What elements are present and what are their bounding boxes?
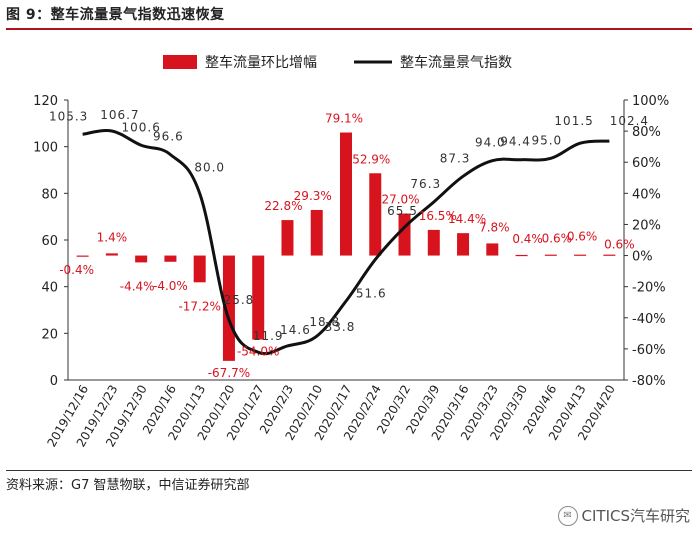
x-tick-labels: 2019/12/162019/12/232019/12/302020/1/620… bbox=[45, 382, 618, 449]
bar-data-label: 14.4% bbox=[448, 212, 486, 226]
line-data-label: 14.6 bbox=[280, 323, 311, 337]
line-data-label: 102.4 bbox=[610, 114, 649, 128]
bar bbox=[310, 209, 323, 256]
line-data-label: 18.8 bbox=[309, 315, 340, 329]
watermark: ✉ CITICS汽车研究 bbox=[557, 505, 690, 526]
bar bbox=[164, 255, 177, 262]
bar bbox=[574, 254, 587, 256]
bar-series bbox=[76, 132, 616, 361]
right-axis-tick-label: -20% bbox=[632, 281, 666, 296]
bar-data-label: 22.8% bbox=[264, 199, 302, 213]
line-data-label: 105.3 bbox=[49, 109, 88, 123]
bar-data-label: 0.6% bbox=[567, 230, 598, 244]
right-axis-tick-label: 40% bbox=[632, 187, 661, 202]
line-series bbox=[82, 129, 610, 356]
right-axis-tick-label: 100% bbox=[632, 94, 669, 109]
bar-data-label: 16.5% bbox=[419, 209, 457, 223]
line-data-label: 94.4 bbox=[500, 135, 531, 149]
line-data-label: 94.0 bbox=[475, 136, 506, 150]
footer-rule bbox=[6, 470, 692, 471]
line-data-label: 25.8 bbox=[224, 293, 255, 307]
bar bbox=[544, 254, 557, 256]
line-data-label: 96.6 bbox=[153, 130, 184, 144]
bar bbox=[76, 255, 89, 257]
bar bbox=[603, 254, 616, 256]
left-axis-tick-label: 120 bbox=[33, 94, 58, 109]
combo-chart: 整车流量环比增幅 整车流量景气指数 0 20 40 60 80 100 120 -80% -60%… bbox=[33, 54, 669, 449]
left-axis-tick-label: 0 bbox=[50, 374, 58, 389]
bar-data-label: -0.4% bbox=[59, 263, 94, 277]
right-axis-tick-label: -60% bbox=[632, 343, 666, 358]
bar-data-label: 27.0% bbox=[381, 193, 419, 207]
bar bbox=[281, 220, 294, 256]
left-axis-tick-label: 80 bbox=[41, 187, 58, 202]
source-note: 资料来源：G7 智慧物联，中信证券研究部 bbox=[6, 478, 250, 493]
bar bbox=[398, 213, 411, 256]
bar bbox=[369, 173, 382, 256]
bar-data-label: 0.4% bbox=[512, 232, 543, 246]
line-data-label: 51.6 bbox=[356, 287, 387, 301]
line-data-label: 87.3 bbox=[440, 151, 471, 165]
left-axis-tick-label: 100 bbox=[33, 141, 58, 156]
right-axis-tick-label: 60% bbox=[632, 156, 661, 171]
wechat-icon: ✉ bbox=[557, 505, 578, 526]
line-data-label: 65.5 bbox=[387, 204, 418, 218]
legend-bar-label: 整车流量环比增幅 bbox=[205, 54, 317, 71]
line-data-label: 100.6 bbox=[121, 120, 160, 134]
bar-data-label: -4.4% bbox=[120, 279, 155, 293]
bar-data-label: -17.2% bbox=[178, 299, 220, 313]
legend-line-label: 整车流量景气指数 bbox=[400, 54, 512, 71]
bar bbox=[222, 255, 235, 361]
bar bbox=[427, 229, 440, 256]
line-data-label: 76.3 bbox=[410, 177, 441, 191]
bar-data-label: 29.3% bbox=[294, 189, 332, 203]
bar bbox=[486, 243, 499, 256]
watermark-text: CITICS汽车研究 bbox=[581, 507, 690, 525]
bar bbox=[515, 254, 528, 257]
bar-data-label: 0.6% bbox=[604, 238, 635, 252]
line-data-label: 33.8 bbox=[325, 320, 356, 334]
bar bbox=[252, 255, 265, 340]
left-axis-tick-label: 20 bbox=[41, 327, 58, 342]
bar bbox=[193, 255, 206, 283]
bar-data-label: 52.9% bbox=[352, 152, 390, 166]
chart-legend: 整车流量环比增幅 整车流量景气指数 bbox=[163, 54, 512, 71]
left-axis-tick-label: 60 bbox=[41, 234, 58, 249]
bar-data-label: 0.6% bbox=[542, 232, 573, 246]
line-data-label: 101.5 bbox=[554, 114, 593, 128]
figure-title: 图 9：整车流量景气指数迅速恢复 bbox=[6, 7, 225, 23]
bar-labels: -0.4% 1.4% -4.4%-4.0% -17.2% -67.7% -54.0% 22.… bbox=[59, 112, 634, 380]
right-axis-tick-label: 20% bbox=[632, 218, 661, 233]
bar bbox=[457, 233, 470, 256]
left-axis-tick-label: 40 bbox=[41, 281, 58, 296]
chart-axes: 0 20 40 60 80 100 120 -80% -60% -40% -20% 0% 20% 40% 6… bbox=[33, 94, 669, 389]
line-data-label: 106.7 bbox=[100, 108, 139, 122]
bar bbox=[105, 253, 118, 256]
bar-data-label: -67.7% bbox=[208, 366, 250, 380]
line-data-label: 80.0 bbox=[194, 160, 225, 174]
bar bbox=[340, 132, 352, 256]
right-axis-tick-label: -40% bbox=[632, 312, 666, 327]
bar bbox=[135, 255, 148, 263]
legend-bar-swatch bbox=[163, 55, 197, 69]
right-axis-tick-label: -80% bbox=[632, 374, 666, 389]
right-axis-tick-label: 80% bbox=[632, 125, 661, 140]
title-rule bbox=[6, 28, 692, 30]
line-data-label: 11.9 bbox=[253, 329, 284, 343]
bar-data-label: -54.0% bbox=[237, 345, 279, 359]
line-data-label: 95.0 bbox=[531, 133, 562, 147]
bar-data-label: -4.0% bbox=[153, 279, 188, 293]
right-axis-tick-label: 0% bbox=[632, 250, 653, 265]
bar-data-label: 1.4% bbox=[97, 230, 128, 244]
bar-data-label: 79.1% bbox=[325, 112, 363, 126]
bar-data-label: 7.8% bbox=[479, 220, 510, 234]
